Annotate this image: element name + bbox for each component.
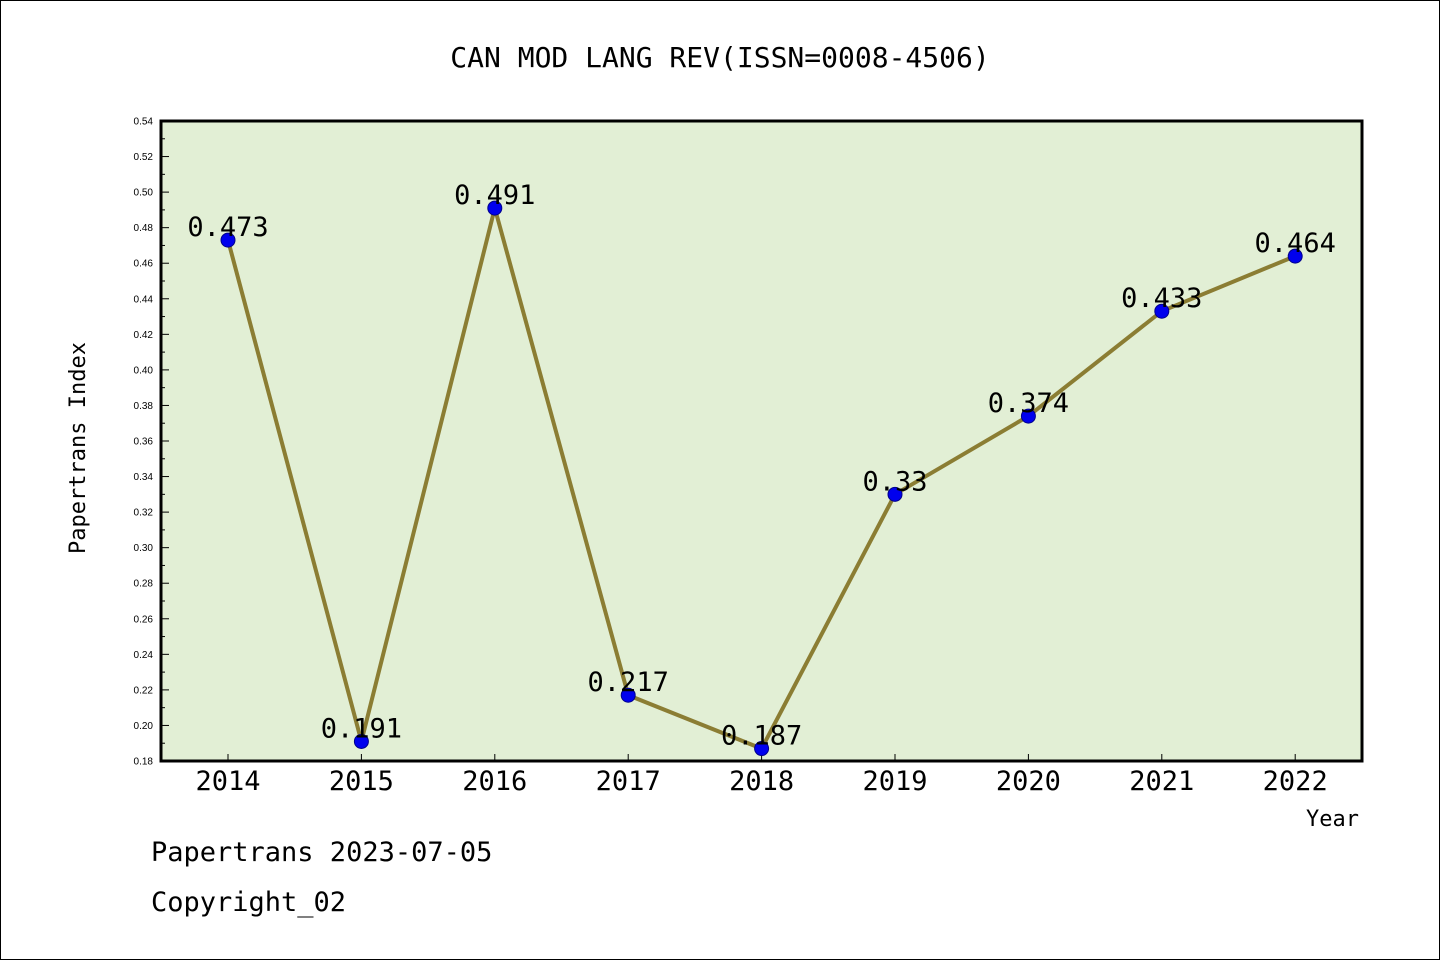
y-tick-label: 0.34: [134, 472, 154, 483]
y-tick-label: 0.28: [134, 579, 154, 590]
series-0: 0.473 0.191 0.491 0.217 0.187 0.33 0.374 0.433 0…: [187, 180, 1336, 757]
data-label: 0.374: [988, 388, 1069, 419]
x-tick-label: 2016: [462, 766, 527, 797]
data-label: 0.217: [588, 667, 669, 698]
x-tick-label: 2019: [862, 766, 927, 797]
y-tick-label: 0.46: [134, 259, 154, 270]
footer-copyright: Copyright_02: [151, 887, 347, 918]
y-tick-label: 0.32: [134, 508, 154, 519]
data-point: [220, 232, 236, 248]
y-tick-label: 0.50: [134, 188, 154, 199]
y-tick-label: 0.52: [134, 152, 154, 163]
y-tick-label: 0.24: [134, 650, 154, 661]
data-point: [353, 733, 369, 749]
y-tick-label: 0.20: [134, 721, 154, 732]
y-tick-label: 0.40: [134, 365, 154, 376]
plot-area: [161, 121, 1362, 761]
data-label: 0.191: [321, 713, 402, 744]
y-tick-label: 0.26: [134, 614, 154, 625]
x-tick-label: 2018: [729, 766, 794, 797]
x-tick-label: 2017: [596, 766, 661, 797]
plot-frame: [159, 119, 1364, 763]
y-tick-label: 0.30: [134, 543, 154, 554]
data-label: 0.33: [862, 466, 927, 497]
y-tick-label: 0.18: [134, 757, 154, 768]
y-tick-label: 0.54: [134, 117, 154, 128]
data-label: 0.473: [187, 212, 268, 243]
y-tick-label: 0.38: [134, 401, 154, 412]
data-point: [487, 200, 503, 216]
data-label: 0.464: [1255, 228, 1336, 259]
y-tick-label: 0.22: [134, 685, 154, 696]
data-label: 0.187: [721, 721, 802, 752]
y-tick-label: 0.48: [134, 223, 154, 234]
data-point: [754, 741, 770, 757]
y-axis-label: Papertrans Index: [66, 342, 91, 554]
x-tick-label: 2022: [1263, 766, 1328, 797]
data-label: 0.433: [1121, 283, 1202, 314]
footer-date: Papertrans 2023-07-05: [151, 837, 493, 868]
x-axis-label: Year: [1306, 807, 1359, 832]
y-tick-label: 0.36: [134, 437, 154, 448]
x-tick-label: 2015: [329, 766, 394, 797]
data-point: [887, 486, 903, 502]
x-tick-label: 2021: [1129, 766, 1194, 797]
data-point: [1287, 248, 1303, 264]
x-axis: 2014 2015 2016 2017 2018 2019 2020 2021 2022: [195, 754, 1328, 797]
x-tick-label: 2020: [996, 766, 1061, 797]
data-point: [1154, 303, 1170, 319]
data-label: 0.491: [454, 180, 535, 211]
data-point: [1020, 408, 1036, 424]
data-point: [620, 687, 636, 703]
chart-title: CAN MOD LANG REV(ISSN=0008-4506): [450, 41, 989, 74]
y-tick-label: 0.44: [134, 294, 154, 305]
x-tick-label: 2014: [195, 766, 260, 797]
y-tick-label: 0.42: [134, 330, 154, 341]
